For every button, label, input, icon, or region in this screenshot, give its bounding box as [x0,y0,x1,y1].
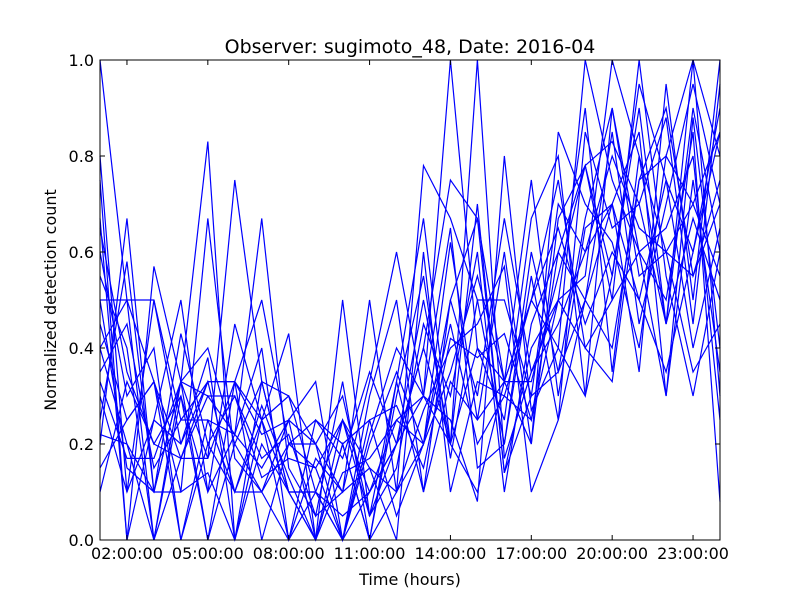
y-tick-label-6: 1.0 [69,51,94,70]
series-layer [99,59,721,543]
chart-title: Observer: sugimoto_48, Date: 2016-04 [225,36,596,58]
series-line-15 [99,59,721,542]
series-line-18 [99,131,721,542]
x-tick-label-6: 17:00:00 [495,544,567,563]
series-line-20 [99,105,721,542]
y-tick-label-1: 0.0 [69,531,94,550]
y-tick-label-2: 0.2 [69,435,94,454]
y-tick-label-5: 0.8 [69,147,94,166]
x-tick-label-3: 08:00:00 [253,544,325,563]
x-tick-label-4: 11:00:00 [334,544,406,563]
series-line-8 [99,83,721,542]
x-tick-label-2: 05:00:00 [172,544,244,563]
x-axis: 02:00:00 05:00:00 08:00:00 11:00:00 14:00:00… [91,60,729,563]
series-line-11 [99,83,721,542]
series-line-3 [99,107,721,542]
x-tick-label-7: 20:00:00 [576,544,648,563]
x-axis-label: Time (hours) [358,570,461,589]
x-tick-label-5: 14:00:00 [415,544,487,563]
y-tick-label-4: 0.6 [69,243,94,262]
y-axis: 0.0 0.2 0.4 0.6 0.8 1.0 [69,51,720,550]
y-tick-label-3: 0.4 [69,339,94,358]
plot-frame [99,59,721,541]
series-line-17 [99,131,721,541]
x-tick-label-1: 02:00:00 [91,544,163,563]
y-axis-label: Normalized detection count [41,189,60,411]
x-tick-label-8: 23:00:00 [657,544,729,563]
series-line-19 [99,107,721,517]
